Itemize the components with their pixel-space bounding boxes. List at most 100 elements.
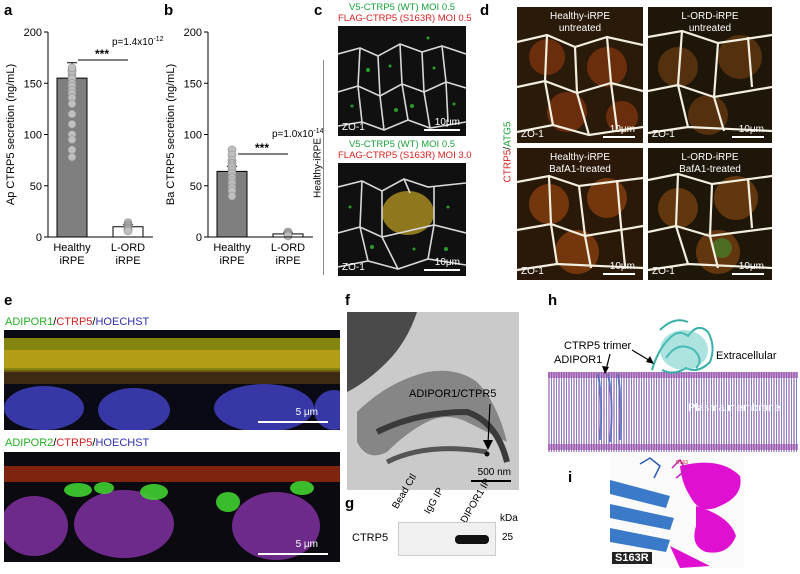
chart-b-ytick-label-2: 100: [184, 130, 202, 142]
panel-f-scalebar: [471, 480, 511, 482]
panel-c-top-scalebar: [424, 129, 460, 131]
panel-e-bottom-image: 5 μm: [4, 452, 340, 562]
chart-b-point-1-5: [283, 231, 293, 241]
chart-a: 0 50 100 150 200 Ap CTRP5 secretion (ng/mL) He…: [5, 27, 164, 267]
panel-g-row-label: CTRP5: [352, 532, 389, 544]
panel-e-top-legend-ctrp5: CTRP5: [56, 316, 93, 328]
chart-a-point-1-7: [123, 226, 133, 236]
panel-e-bottom-legend: ADIPOR2/CTRP5/HOECHST: [5, 437, 149, 449]
panel-d-tile-4-scale-text: 10μm: [738, 261, 764, 272]
chart-a-ytick-label-0: 0: [36, 232, 42, 244]
panel-d-tile-2-title: L-ORD-iRPE: [681, 11, 739, 22]
chart-a-point-0-8: [67, 99, 77, 109]
panel-d-tile-1-scalebar: [603, 136, 635, 138]
panel-h-model: [548, 319, 798, 452]
chart-b-ytick-label-3: 150: [184, 78, 202, 90]
panel-d-tile-2-scale-text: 10μm: [738, 124, 764, 135]
panel-c-top-image: ZO-1 10μm: [338, 26, 466, 136]
chart-a-sig-stars: ***: [95, 47, 109, 61]
chart-a-category-0-line-1: iRPE: [59, 255, 84, 267]
panel-g-blot: [398, 522, 496, 556]
chart-b-ylabel: Ba CTRP5 secretion (ng/mL): [165, 64, 177, 205]
panel-c-bracket: [323, 60, 324, 275]
panel-g-marker: 25: [502, 532, 514, 543]
panel-e-bottom-stain: [4, 452, 340, 562]
panel-label-a: a: [4, 2, 13, 19]
chart-a-pvalue: p=1.4x10-12: [112, 36, 164, 48]
panel-label-d: d: [480, 2, 490, 19]
panel-label-c: c: [314, 2, 323, 19]
panel-c-bottom-cells: [338, 163, 466, 276]
panel-c-top-scale-text: 10μm: [434, 117, 460, 128]
panel-e-bottom-legend-slash1: /: [53, 437, 57, 449]
panel-e-bottom-scale-text: 5 μm: [295, 539, 318, 550]
panel-d-side-atg5: ATG5: [502, 121, 514, 147]
chart-a-category-1-line-1: iRPE: [115, 255, 140, 267]
chart-b-category-1-line-0: L-ORD: [271, 242, 305, 254]
chart-b-pvalue: p=1.0x10-14: [272, 128, 324, 140]
panel-h-adipor1-label: ADIPOR1: [554, 354, 603, 366]
chart-b-category-0-line-1: iRPE: [219, 255, 244, 267]
panel-e-top-scale-text: 5 μm: [295, 407, 318, 418]
panel-c-bottom-zo1: ZO-1: [342, 262, 365, 273]
panel-d-side-slash: /: [502, 146, 514, 150]
panel-c-bottom-scale-text: 10μm: [434, 257, 460, 268]
panel-d-tile-1-cells: [517, 7, 643, 143]
panel-d-tile-3-zo1: ZO-1: [521, 266, 544, 277]
panel-e-top-legend-slash1: /: [53, 316, 57, 328]
panel-i-structure: S163R R163: [610, 456, 744, 568]
panel-d-tile-4: L-ORD-iRPE BafA1-treated ZO-1 10μm: [648, 148, 772, 280]
panel-e-bottom-legend-hoechst: HOECHST: [95, 437, 150, 449]
panel-d-side-label: CTRP5/ATG5: [503, 122, 514, 183]
panel-g-band: [455, 535, 489, 544]
panel-e-top-legend-hoechst: HOECHST: [95, 316, 150, 328]
panel-e-top-legend: ADIPOR1/CTRP5/HOECHST: [5, 316, 149, 328]
panel-label-i: i: [568, 469, 573, 486]
panel-c-bottom-line2: FLAG-CTRP5 (S163R) MOI 3.0: [338, 150, 472, 161]
panel-label-e: e: [4, 292, 13, 309]
chart-a-point-0-10: [67, 119, 77, 129]
panel-d-tile-4-scalebar: [732, 273, 764, 275]
panel-e-top-stain: [4, 330, 340, 430]
chart-b-category-1-line-1: iRPE: [275, 255, 300, 267]
panel-label-f: f: [345, 292, 350, 309]
chart-b-ytick-label-1: 50: [190, 181, 202, 193]
panel-c-top-zo1: ZO-1: [342, 122, 365, 133]
panel-label-b: b: [164, 2, 174, 19]
panel-d-tile-2: L-ORD-iRPE untreated ZO-1 10μm: [648, 7, 772, 143]
panel-e-bottom-scalebar: [258, 553, 328, 555]
panel-c-top-line1: V5-CTRP5 (WT) MOI 0.5: [348, 2, 456, 13]
panel-h-membrane-label: Plasma membrane: [688, 402, 781, 414]
panel-d-tile-3-title: Healthy-iRPE: [549, 152, 611, 163]
panel-d-tile-1-sub: untreated: [558, 23, 602, 34]
chart-a-ytick-label-1: 50: [30, 181, 42, 193]
chart-b-point-0-13: [227, 191, 237, 201]
panel-f-label: ADIPOR1/CTPR5: [409, 388, 497, 400]
panel-e-top-scalebar: [258, 421, 328, 423]
chart-a-point-0-13: [67, 145, 77, 155]
chart-a-ytick-label-3: 150: [24, 78, 42, 90]
panel-i-residue-label: R163: [676, 460, 688, 466]
panel-e-bottom-legend-slash2: /: [92, 437, 96, 449]
panel-c-bottom-scalebar: [424, 269, 460, 271]
panel-f-scale-text: 500 nm: [477, 467, 511, 478]
panel-d-tile-4-sub: BafA1-treated: [679, 164, 741, 175]
panel-c-top-cells: [338, 26, 466, 136]
panel-e-top-legend-adipor1: ADIPOR1: [5, 316, 54, 328]
panel-d-tile-1-scale-text: 10μm: [609, 124, 635, 135]
chart-b-pvalue-exp: -14: [313, 128, 323, 135]
chart-a-category-1-line-0: L-ORD: [111, 242, 145, 254]
chart-b-category-0-line-0: Healthy: [213, 242, 251, 254]
panel-d-tile-2-sub: untreated: [688, 23, 732, 34]
panel-d-tile-3-sub: BafA1-treated: [549, 164, 611, 175]
chart-b-sig-stars: ***: [255, 141, 269, 155]
panel-e-top-image: 5 μm: [4, 330, 340, 430]
panel-d-tile-2-cells: [648, 7, 772, 143]
panel-i-mutation-label: S163R: [612, 552, 652, 564]
panel-d-tile-3-scalebar: [603, 273, 635, 275]
panel-e-bottom-legend-ctrp5: CTRP5: [56, 437, 93, 449]
panel-d-tile-2-scalebar: [732, 136, 764, 138]
panel-d-tile-1-title: Healthy-iRPE: [549, 11, 611, 22]
panel-d-tile-3-cells: [517, 148, 643, 280]
panel-h-structure: CTRP5 trimer ADIPOR1 Extracellular Plasm…: [548, 310, 798, 460]
